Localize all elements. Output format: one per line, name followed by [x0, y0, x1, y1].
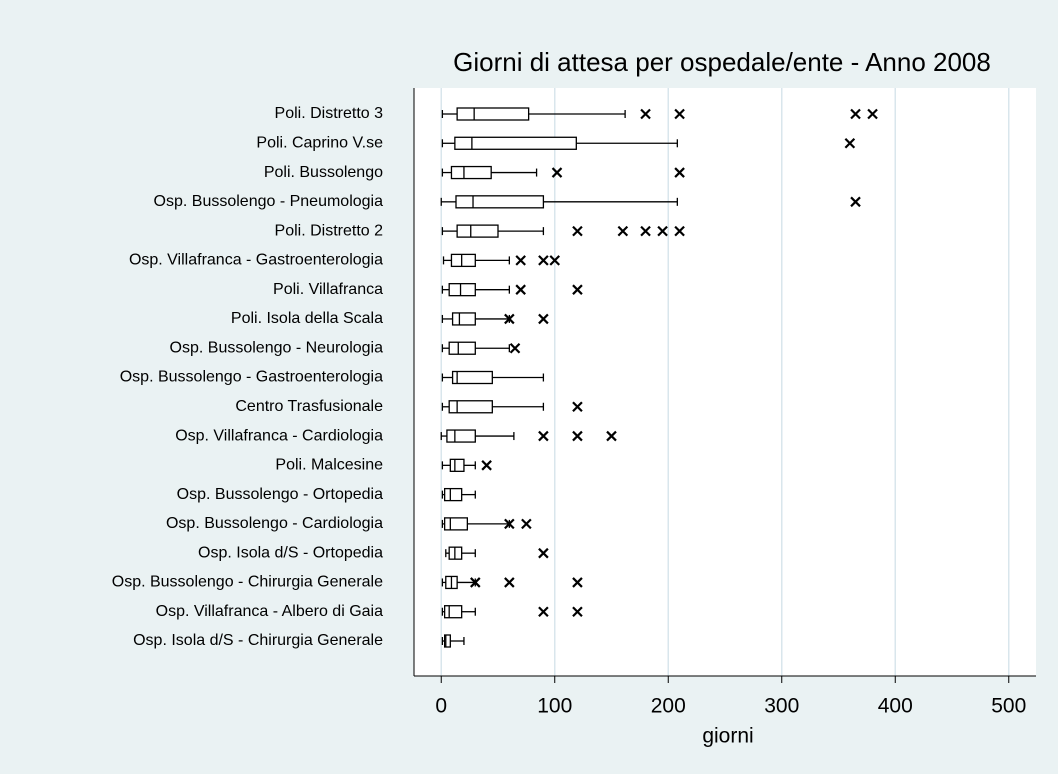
x-tick-label: 400	[878, 695, 913, 718]
outlier	[572, 606, 583, 617]
y-tick-label: Osp. Villafranca - Gastroenterologia	[129, 252, 383, 269]
outlier	[674, 167, 685, 178]
outlier	[640, 108, 651, 120]
box	[448, 341, 476, 355]
outlier	[572, 225, 583, 237]
box	[454, 136, 577, 150]
y-tick-label: Osp. Bussolengo - Pneumologia	[154, 193, 384, 210]
box	[456, 107, 530, 121]
outlier	[572, 430, 583, 442]
y-tick-label: Poli. Caprino V.se	[256, 134, 383, 151]
outlier	[657, 225, 668, 237]
plot-area	[414, 88, 1036, 676]
outlier	[504, 313, 515, 325]
y-tick-label: Poli. Malcesine	[275, 457, 383, 474]
box	[451, 312, 476, 326]
y-tick-label: Osp. Villafranca - Cardiologia	[175, 427, 383, 444]
outlier	[572, 401, 583, 413]
x-tick-label: 200	[651, 695, 686, 718]
outlier	[504, 518, 515, 530]
outlier	[674, 108, 685, 120]
y-tick-label: Osp. Villafranca - Albero di Gaia	[156, 603, 383, 620]
box	[443, 605, 463, 619]
outlier	[504, 577, 515, 588]
y-tick-label: Poli. Bussolengo	[264, 164, 383, 181]
box	[443, 517, 468, 531]
outlier	[481, 460, 492, 471]
outlier	[674, 225, 685, 237]
outlier	[551, 167, 563, 178]
y-tick-label: Poli. Isola della Scala	[231, 310, 383, 327]
outlier	[572, 284, 583, 295]
outlier	[844, 138, 856, 149]
box	[446, 429, 476, 443]
outlier	[850, 196, 861, 208]
outlier	[867, 108, 878, 120]
x-tick-label: 100	[537, 695, 572, 718]
outlier	[515, 284, 526, 295]
x-axis-label: giorni	[702, 725, 753, 748]
outlier	[640, 225, 651, 237]
x-tick-label: 300	[764, 695, 799, 718]
outlier	[538, 606, 549, 617]
y-tick-label: Osp. Isola d/S - Chirurgia Generale	[133, 632, 383, 649]
box	[456, 224, 499, 238]
outlier	[538, 430, 549, 442]
outlier	[509, 342, 521, 354]
outlier	[538, 547, 549, 559]
y-tick-label: Osp. Bussolengo - Neurologia	[170, 339, 384, 356]
y-tick-label: Poli. Distretto 3	[275, 105, 384, 122]
box	[449, 458, 465, 472]
box	[450, 253, 476, 268]
y-tick-label: Centro Trasfusionale	[235, 398, 383, 415]
outlier	[850, 108, 861, 120]
box	[448, 283, 476, 297]
box	[450, 165, 492, 180]
outlier	[549, 255, 561, 266]
x-tick-label: 500	[991, 695, 1026, 718]
y-tick-label: Osp. Bussolengo - Cardiologia	[166, 515, 383, 532]
outlier	[617, 225, 629, 237]
outlier	[572, 577, 583, 588]
y-tick-label: Poli. Distretto 2	[275, 222, 384, 239]
box	[451, 370, 493, 385]
box	[455, 195, 545, 209]
outlier	[515, 255, 526, 266]
outlier	[538, 313, 549, 325]
y-tick-label: Poli. Villafranca	[273, 281, 383, 298]
y-tick-label: Osp. Bussolengo - Ortopedia	[177, 486, 383, 503]
x-tick-label: 0	[435, 695, 447, 718]
outlier	[470, 577, 481, 588]
box	[443, 634, 451, 648]
y-tick-label: Osp. Isola d/S - Ortopedia	[198, 544, 383, 561]
y-tick-label: Osp. Bussolengo - Chirurgia Generale	[112, 574, 383, 591]
outlier	[606, 430, 617, 442]
outlier	[538, 255, 549, 266]
box	[448, 400, 493, 414]
chart-title: Giorni di attesa per ospedale/ente - Ann…	[453, 47, 991, 77]
box	[443, 487, 463, 502]
y-tick-label: Osp. Bussolengo - Gastroenterologia	[120, 369, 383, 386]
outlier	[521, 518, 532, 530]
